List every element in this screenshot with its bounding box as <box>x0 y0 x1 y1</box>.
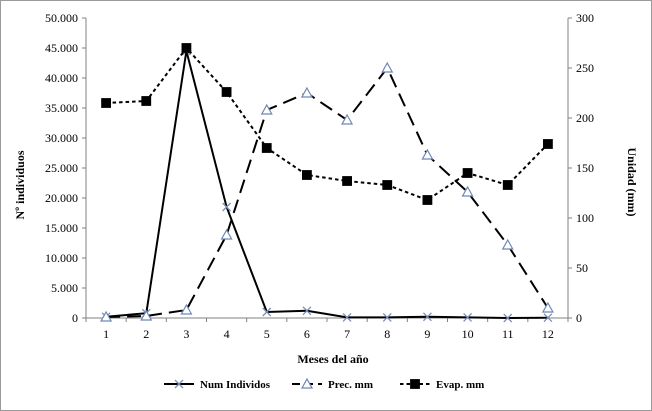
series-3 <box>101 43 553 205</box>
series-2-point <box>140 309 153 321</box>
series-2-point <box>100 310 113 322</box>
series-2-point <box>421 148 434 160</box>
x-tick-label: 1 <box>103 327 109 341</box>
x-tick-label: 9 <box>424 327 430 341</box>
series-3-point <box>422 195 433 205</box>
x-tick-label: 11 <box>502 327 514 341</box>
left-tick-label: 35.000 <box>45 101 78 115</box>
series-1-point <box>342 312 352 322</box>
legend-label-3: Evap. mm <box>436 379 484 391</box>
series-2-point <box>220 228 233 240</box>
series-3-point <box>261 143 272 153</box>
x-tick-label: 7 <box>344 327 350 341</box>
left-tick-label: 50.000 <box>45 11 78 25</box>
series-3-point <box>342 176 352 186</box>
right-tick-label: 250 <box>576 61 594 75</box>
right-tick-label: 200 <box>576 111 594 125</box>
series-3-point <box>382 180 393 190</box>
left-tick-label: 5.000 <box>51 281 78 295</box>
left-tick-label: 25.000 <box>45 161 78 175</box>
x-tick-label: 4 <box>224 327 230 341</box>
legend-marker-1 <box>174 379 184 389</box>
series-1-point <box>543 313 553 323</box>
right-tick-label: 100 <box>576 211 594 225</box>
left-tick-label: 20.000 <box>45 191 78 205</box>
legend-label-2: Prec. mm <box>328 379 373 391</box>
series-1-point <box>463 312 473 322</box>
series-1-point <box>262 307 272 317</box>
x-axis-ticks: 1 2 3 4 5 6 7 8 9 10 11 12 <box>85 318 569 341</box>
series-1-point <box>302 306 312 316</box>
series-3-point <box>302 170 312 180</box>
right-tick-label: 150 <box>576 161 594 175</box>
series-2-point <box>180 303 193 315</box>
right-tick-label: 300 <box>576 11 594 25</box>
right-tick-label: 0 <box>576 311 582 325</box>
series-2 <box>100 61 554 322</box>
series-3-point <box>462 168 473 178</box>
left-tick-label: 45.000 <box>45 41 78 55</box>
series-3-point <box>181 43 192 53</box>
x-tick-label: 2 <box>143 327 149 341</box>
x-tick-label: 6 <box>304 327 310 341</box>
series-2-point <box>341 113 354 125</box>
legend: Num Individos Prec. mm Evap. mm <box>164 377 484 391</box>
left-tick-label: 0 <box>72 311 78 325</box>
left-axis-ticks: 0 5.000 10.000 15.000 20.000 25.000 30.000 35.0… <box>45 11 86 325</box>
series-3-line <box>106 46 549 202</box>
series-2-point <box>300 86 313 98</box>
series-3-point <box>221 87 232 97</box>
legend-marker-3 <box>410 379 420 389</box>
x-axis-title: Meses del año <box>297 352 368 366</box>
left-tick-label: 10.000 <box>45 251 78 265</box>
right-tick-label: 50 <box>576 261 588 275</box>
x-tick-label: 8 <box>384 327 390 341</box>
left-tick-label: 15.000 <box>45 221 78 235</box>
legend-marker-2 <box>300 377 314 389</box>
axes <box>85 18 569 319</box>
series-2-point <box>541 301 554 313</box>
series-1-point <box>422 312 432 322</box>
series-2-point <box>461 185 474 197</box>
series-1-point <box>503 313 513 323</box>
y-axis-title: Nº individuos <box>13 150 27 219</box>
series-3-point <box>543 139 553 149</box>
left-tick-label: 30.000 <box>45 131 78 145</box>
series-1 <box>101 46 553 323</box>
left-tick-label: 40.000 <box>45 71 78 85</box>
series-1-line <box>106 50 548 320</box>
legend-label-1: Num Individos <box>200 379 271 391</box>
series-1-point <box>382 312 392 322</box>
series-2-point <box>260 103 273 115</box>
series-1-point <box>222 202 232 212</box>
right-axis-ticks: 0 50 100 150 200 250 300 <box>568 11 594 325</box>
series-3-point <box>101 98 111 108</box>
x-tick-label: 3 <box>183 327 189 341</box>
series-layer <box>100 43 554 323</box>
series-3-point <box>141 96 152 106</box>
x-tick-label: 10 <box>462 327 474 341</box>
series-2-point <box>501 238 514 250</box>
series-2-line <box>106 66 549 318</box>
x-tick-label: 5 <box>264 327 270 341</box>
x-tick-label: 12 <box>542 327 554 341</box>
series-2-point <box>381 61 394 73</box>
y2-axis-title: Unidad (mm) <box>625 147 639 216</box>
series-3-point <box>502 180 513 190</box>
